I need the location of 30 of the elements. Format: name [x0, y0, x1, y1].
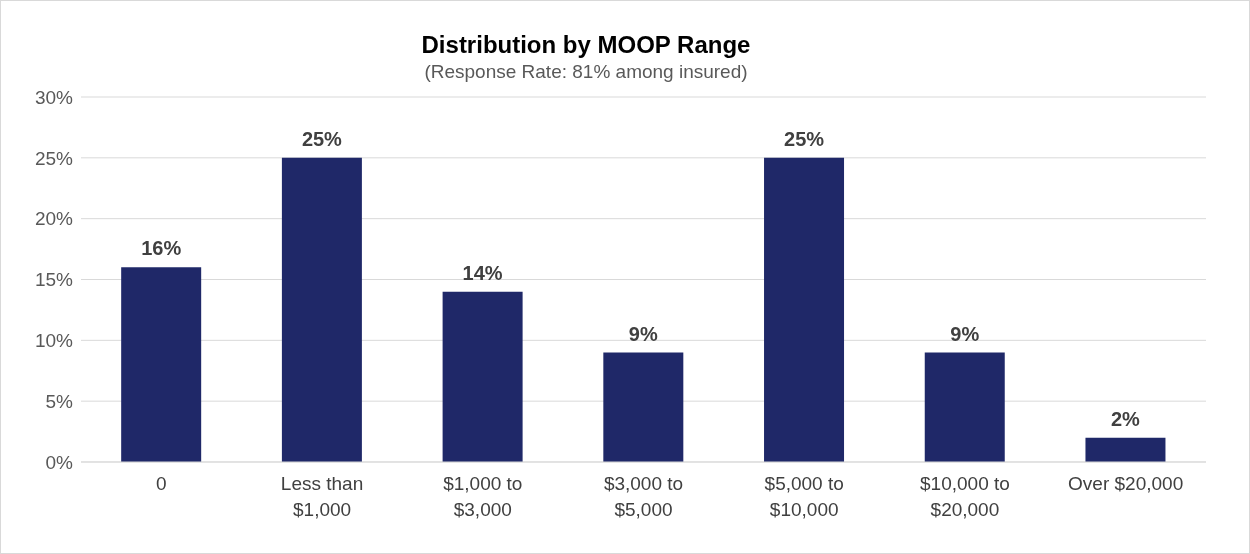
data-label: 2%: [1111, 407, 1141, 430]
bar: [121, 267, 202, 462]
y-tick-label: 10%: [34, 330, 74, 352]
x-tick-label: Over $20,000: [1068, 473, 1184, 494]
bar: [924, 352, 1005, 462]
y-tick-label: 30%: [34, 86, 74, 108]
bar: [1085, 437, 1166, 462]
bar: [281, 157, 362, 462]
y-tick-label: 15%: [34, 269, 74, 291]
bar: [764, 157, 845, 462]
data-label: 9%: [628, 322, 658, 345]
data-label: 25%: [784, 127, 825, 150]
x-tick-label: 0: [156, 473, 167, 494]
y-tick-label: 0%: [45, 451, 74, 473]
data-label: 16%: [141, 237, 182, 260]
x-tick-label: $1,000 to $3,000: [443, 473, 523, 520]
data-label: 9%: [950, 322, 980, 345]
chart-title: Distribution by MOOP Range: [420, 31, 752, 59]
data-label: 25%: [301, 127, 343, 150]
x-tick-label: $10,000 to $20,000: [920, 473, 1010, 520]
bar: [603, 352, 684, 462]
bar: [442, 291, 523, 462]
y-tick-label: 5%: [45, 390, 74, 412]
y-tick-label: 25%: [34, 147, 74, 169]
y-tick-label: 20%: [34, 208, 74, 230]
x-tick-label: Less than $1,000: [280, 473, 364, 520]
chart-subtitle: (Response Rate: 81% among insured): [423, 61, 749, 83]
data-label: 14%: [462, 261, 503, 284]
x-tick-label: $3,000 to $5,000: [603, 473, 684, 520]
x-tick-label: $5,000 to $10,000: [764, 473, 844, 520]
